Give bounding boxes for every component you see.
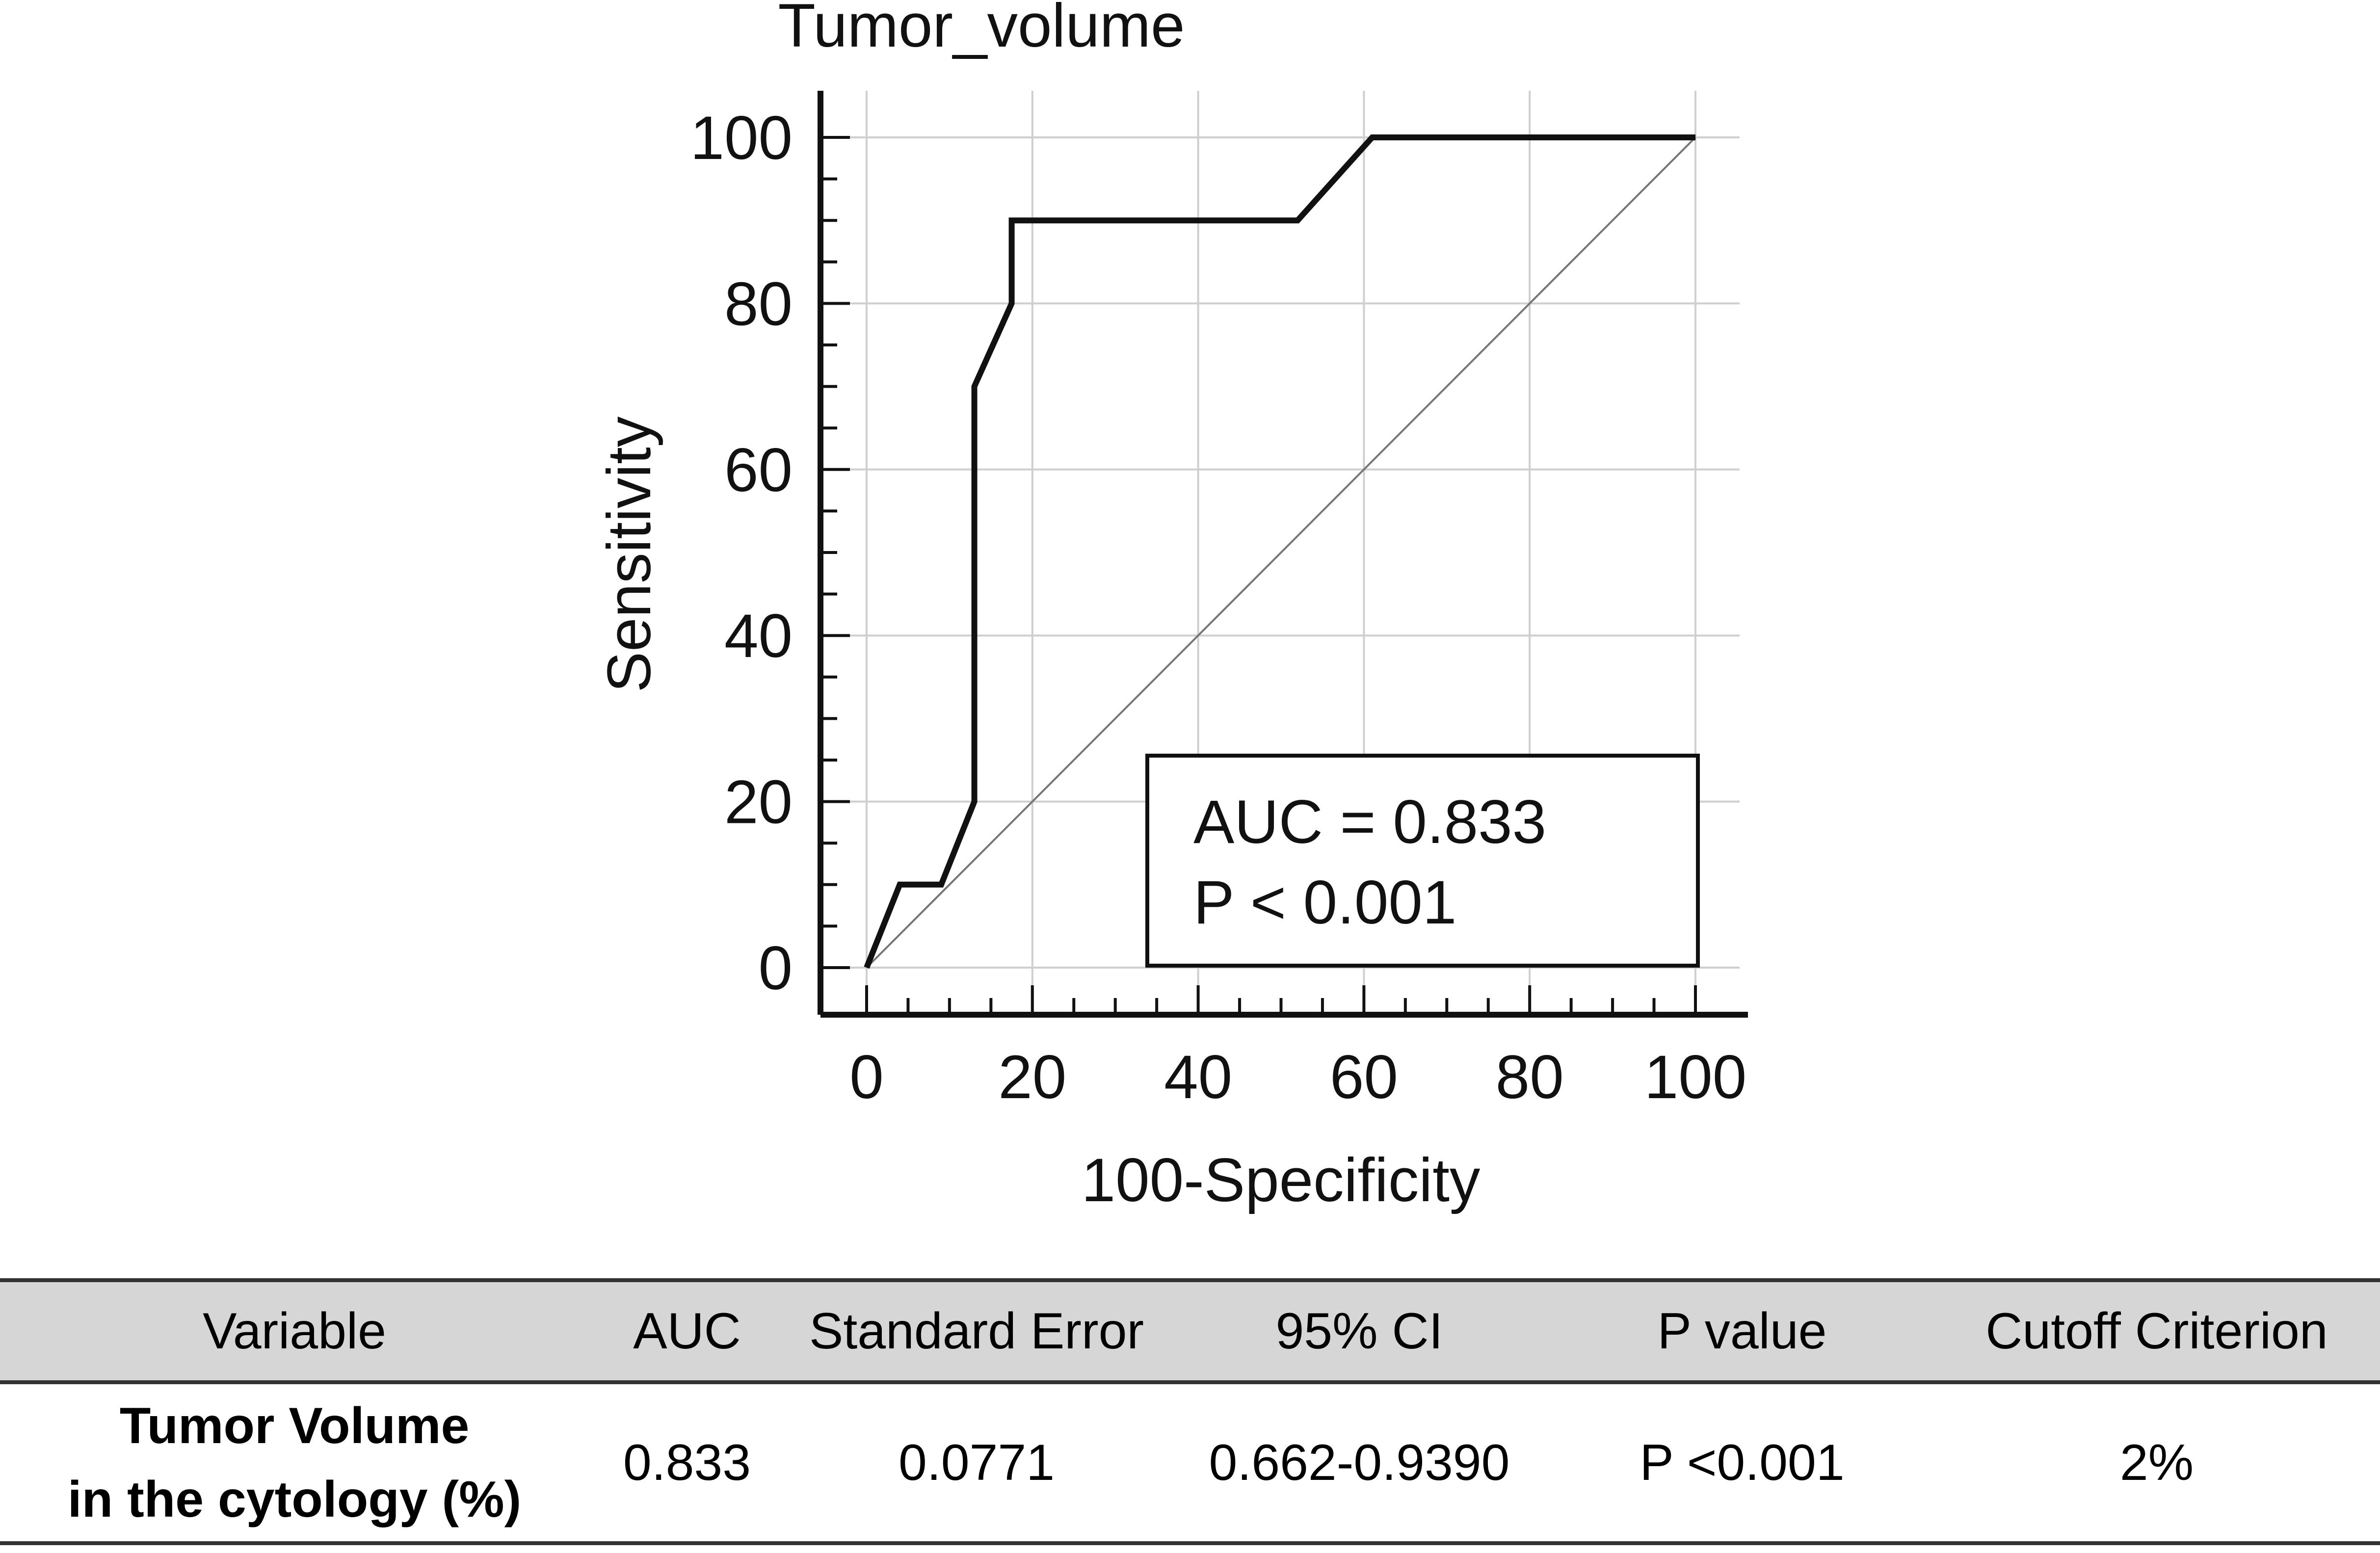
- y-tick-label: 0: [758, 934, 793, 1002]
- results-table: Variable AUC Standard Error 95% CI P val…: [0, 1278, 2380, 1545]
- cell-variable: Tumor Volume in the cytology (%): [0, 1382, 589, 1545]
- x-tick-label: 60: [1330, 1043, 1398, 1111]
- header-cutoff: Cutoff Criterion: [1933, 1278, 2380, 1384]
- table-header-row: Variable AUC Standard Error 95% CI P val…: [0, 1278, 2380, 1384]
- minor-ticks: [820, 136, 1697, 1015]
- header-auc: AUC: [589, 1278, 785, 1384]
- x-tick-label: 0: [849, 1043, 884, 1111]
- cell-auc: 0.833: [589, 1382, 785, 1545]
- p-value-label: P < 0.001: [1193, 869, 1456, 937]
- y-tick-label: 80: [724, 270, 793, 338]
- y-tick-label: 60: [724, 436, 793, 504]
- y-axis-label: Sensitivity: [595, 416, 663, 692]
- header-variable: Variable: [0, 1278, 589, 1384]
- variable-line-1: Tumor Volume: [119, 1397, 470, 1454]
- header-standard-error: Standard Error: [785, 1278, 1168, 1384]
- x-tick-label: 80: [1496, 1043, 1564, 1111]
- chart-title: Tumor_volume: [778, 0, 1185, 60]
- cell-ci: 0.662-0.9390: [1168, 1382, 1551, 1545]
- y-tick-label: 100: [690, 104, 793, 172]
- variable-line-2: in the cytology (%): [67, 1471, 522, 1528]
- grid: [820, 91, 1740, 1015]
- x-tick-label: 100: [1644, 1043, 1747, 1111]
- y-tick-label: 40: [724, 602, 793, 670]
- cell-p-value: P <0.001: [1551, 1382, 1933, 1545]
- x-tick-label: 20: [998, 1043, 1066, 1111]
- cell-cutoff: 2%: [1933, 1382, 2380, 1545]
- y-tick-label: 20: [724, 768, 793, 837]
- cell-standard-error: 0.0771: [785, 1382, 1168, 1545]
- x-tick-labels: 0 20 40 60 80 100: [849, 1043, 1746, 1111]
- x-tick-label: 40: [1164, 1043, 1232, 1111]
- auc-label: AUC = 0.833: [1193, 788, 1546, 856]
- roc-curve: [864, 134, 1695, 969]
- x-axis-label: 100-Specificity: [1082, 1146, 1481, 1214]
- table-row: Tumor Volume in the cytology (%) 0.833 0…: [0, 1382, 2380, 1545]
- y-tick-labels: 0 20 40 60 80 100: [690, 104, 793, 1002]
- header-ci: 95% CI: [1168, 1278, 1551, 1384]
- header-p-value: P value: [1551, 1278, 1933, 1384]
- roc-chart: Tumor_volume 0 20 40 60 80 100 0 20 40 60 80 100 A…: [595, 0, 1748, 1214]
- auc-annotation-box: [1145, 754, 1700, 968]
- reference-diagonal: [866, 136, 1696, 969]
